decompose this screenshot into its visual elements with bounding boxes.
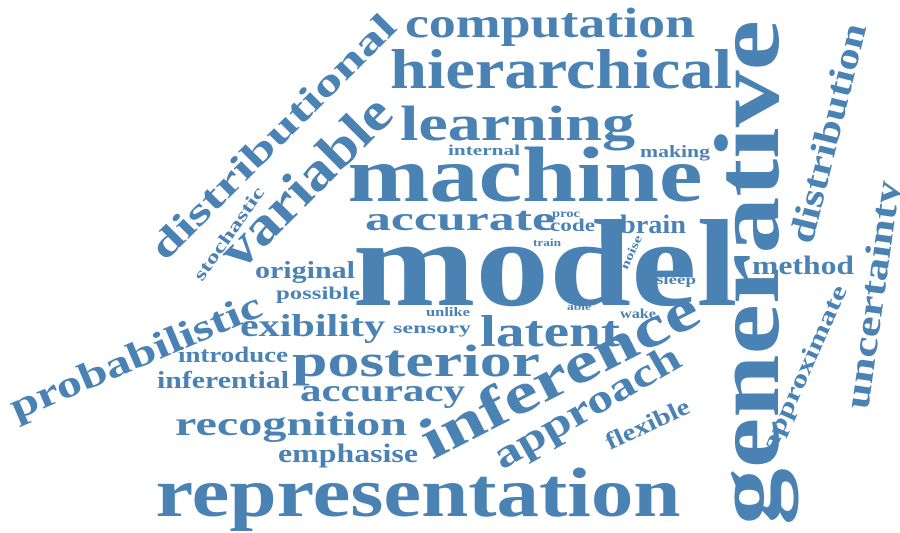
word-inferential: inferential [157, 368, 289, 394]
word-representation: representation [156, 455, 681, 532]
word-posterior: posterior [292, 335, 540, 386]
word-sleep: sleep [656, 273, 696, 288]
word-wake: wake [620, 307, 656, 322]
word-computation: computation [405, 1, 695, 47]
word-exibility: exibility [240, 307, 385, 343]
word-able: able [567, 301, 591, 313]
word-machine: machine [348, 131, 703, 218]
word-method: method [752, 251, 855, 280]
word-internal: internal [448, 143, 520, 159]
word-original: original [255, 258, 355, 284]
word-learning: learning [400, 95, 635, 151]
word-making: making [640, 142, 711, 161]
word-latent: latent [480, 307, 620, 356]
word-model: model [353, 195, 738, 332]
word-unlike: unlike [426, 304, 470, 319]
word-emphasise: emphasise [278, 439, 418, 468]
word-possible: possible [276, 283, 360, 303]
word-accurate: accurate [365, 201, 555, 238]
word-code: code [550, 215, 595, 235]
word-proc: proc [552, 206, 581, 220]
word-generative: generative [696, 20, 798, 525]
word-brain: brain [620, 210, 687, 239]
word-introduce: introduce [178, 342, 288, 367]
word-recognition: recognition [175, 406, 407, 443]
word-sensory: sensory [393, 320, 471, 337]
word-accuracy: accuracy [300, 372, 465, 408]
word-hierarchical: hierarchical [390, 39, 732, 101]
word-train: train [533, 237, 561, 249]
